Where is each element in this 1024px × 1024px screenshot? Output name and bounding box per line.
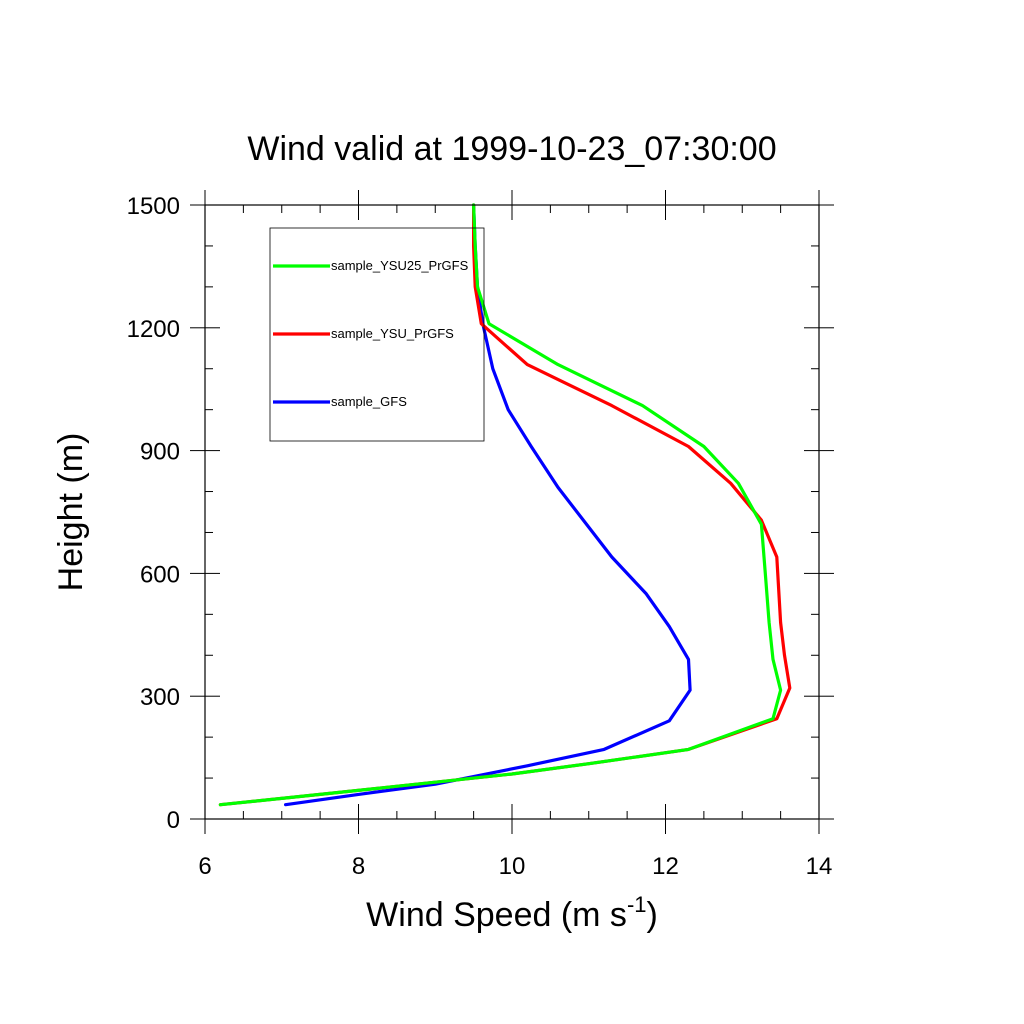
- x-axis-label: Wind Speed (m s-1): [366, 892, 658, 934]
- y-tick-label: 0: [167, 807, 180, 834]
- plot-frame: [204, 204, 820, 820]
- legend-box: [269, 227, 485, 442]
- x-axis-label-close: ): [647, 896, 658, 934]
- y-tick-label: 300: [140, 684, 180, 711]
- legend-entries: sample_YSU25_PrGFS sample_YSU_PrGFSsample…: [273, 258, 469, 409]
- y-tick-label: 600: [140, 561, 180, 588]
- legend: sample_YSU25_PrGFS sample_YSU_PrGFSsample…: [269, 227, 485, 442]
- legend-label: sample_YSU_PrGFS: [331, 326, 454, 341]
- y-tick-label: 1200: [127, 316, 180, 343]
- series-line-sample-ysu25-prgfs: [218, 203, 783, 807]
- legend-label: sample_YSU25_PrGFS: [331, 258, 469, 273]
- x-tick-label: 8: [352, 853, 365, 880]
- x-tick-label: 12: [652, 853, 679, 880]
- y-tick-label: 1500: [127, 193, 180, 220]
- series-line-sample-ysu-prgfs: [218, 203, 792, 807]
- series-layer: [218, 203, 792, 807]
- x-tick-label: 6: [198, 853, 211, 880]
- y-axis-label: Height (m): [52, 433, 90, 592]
- x-tick-label: 14: [806, 853, 833, 880]
- x-axis-ticks: 6 8 10 12 14: [198, 190, 832, 880]
- series-line-sample-gfs: [284, 203, 692, 807]
- x-tick-label: 10: [499, 853, 526, 880]
- y-axis-ticks: 0 300 600 900 1200 1500: [127, 193, 834, 834]
- x-axis-label-main: Wind Speed (m s: [366, 896, 627, 934]
- legend-label: sample_GFS: [331, 394, 407, 409]
- x-axis-label-sup: -1: [627, 892, 647, 917]
- y-tick-label: 900: [140, 439, 180, 466]
- chart-title: Wind valid at 1999-10-23_07:30:00: [247, 130, 776, 168]
